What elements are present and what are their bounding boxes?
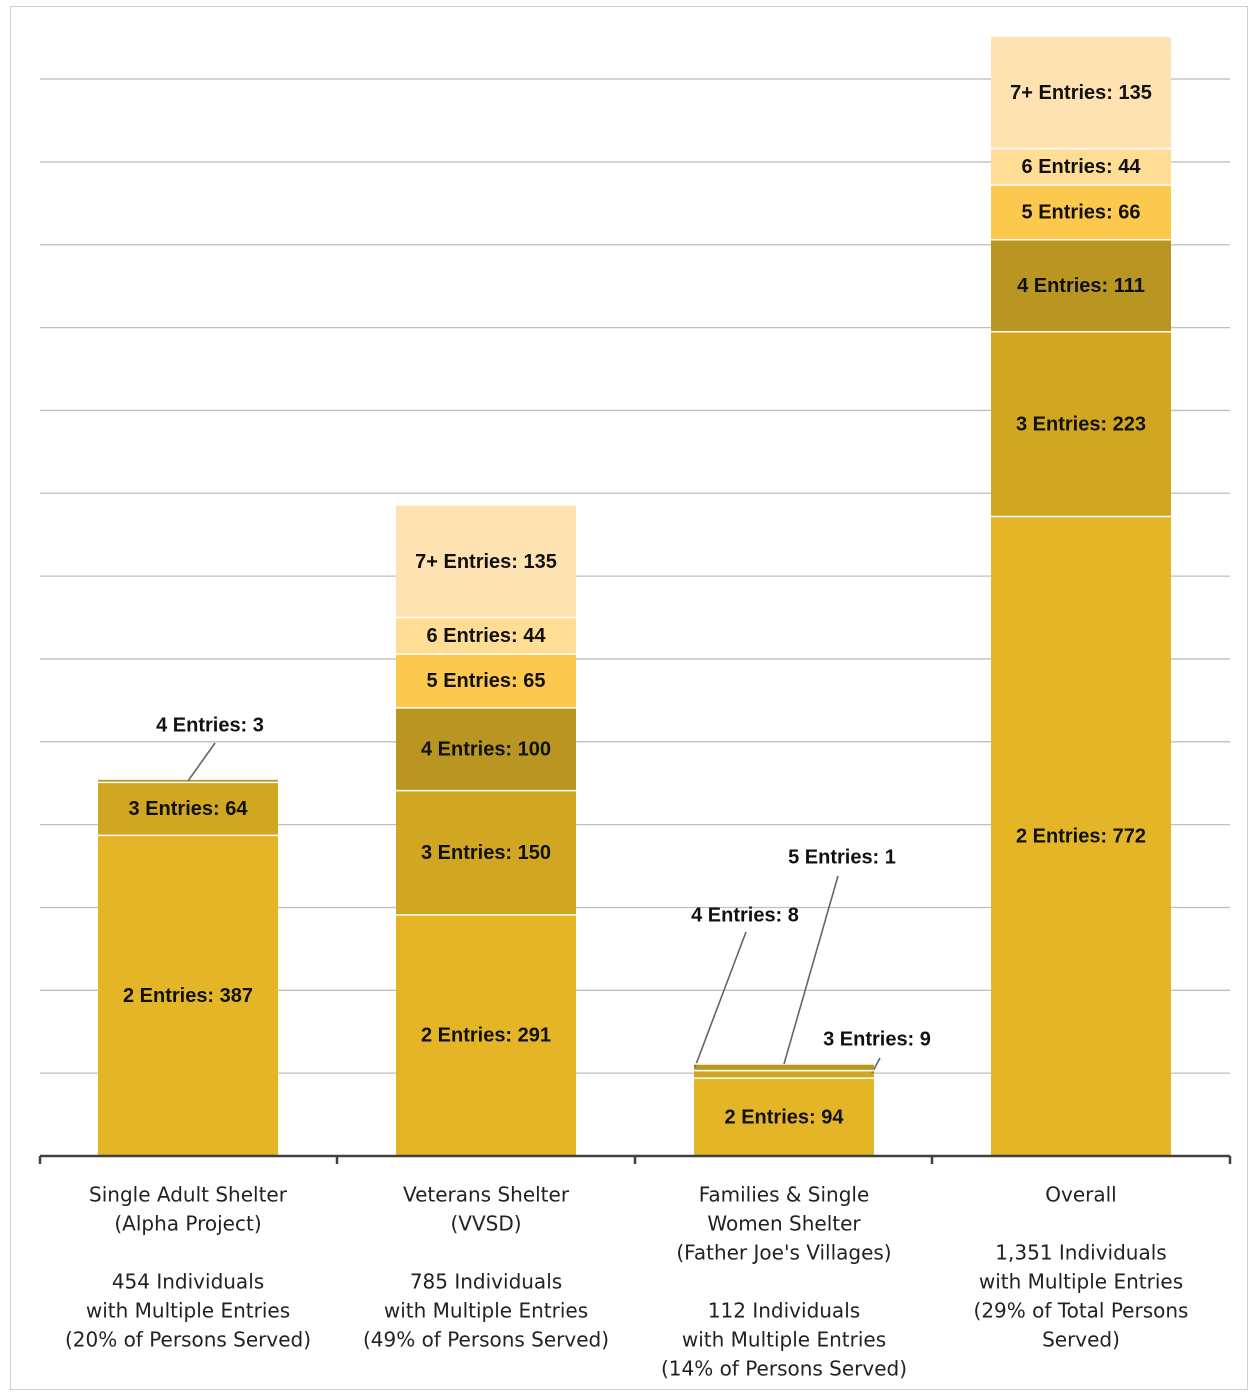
- category-label-line: (Alpha Project): [114, 1212, 261, 1236]
- bar-segment-veterans-shelter-2-entries: [396, 914, 576, 1156]
- data-label: 3 Entries: 64: [129, 798, 249, 820]
- category-label-line: Overall: [1045, 1183, 1116, 1207]
- callout-leader-line: [783, 875, 839, 1065]
- bar-segment-overall-5-entries: [991, 185, 1171, 240]
- category-label-line: Veterans Shelter: [403, 1183, 570, 1207]
- data-label-callout: 4 Entries: 8: [691, 904, 799, 926]
- category-label-line: with Multiple Entries: [979, 1270, 1183, 1294]
- data-label: 2 Entries: 291: [421, 1025, 551, 1047]
- data-label: 2 Entries: 387: [123, 985, 253, 1007]
- data-label: 7+ Entries: 135: [1010, 82, 1152, 104]
- data-label-callout: 4 Entries: 3: [156, 714, 264, 736]
- category-label-line: Served): [1042, 1328, 1120, 1352]
- bar-segment-overall-2-entries: [991, 516, 1171, 1156]
- category-label-line: (20% of Persons Served): [65, 1328, 311, 1352]
- data-label: 3 Entries: 150: [421, 842, 551, 864]
- bar-segment-veterans-shelter-7-entries: [396, 505, 576, 618]
- bar-segment-overall-3-entries: [991, 331, 1171, 517]
- bar-segment-overall-4-entries: [991, 239, 1171, 332]
- category-label-line: Families & Single: [699, 1183, 870, 1207]
- category-label-line: with Multiple Entries: [86, 1299, 290, 1323]
- category-label-line: (VVSD): [450, 1212, 521, 1236]
- data-label: 2 Entries: 94: [725, 1106, 845, 1128]
- bar-segment-veterans-shelter-3-entries: [396, 790, 576, 915]
- category-label-line: (14% of Persons Served): [661, 1357, 907, 1381]
- callout-leader-line: [187, 742, 216, 782]
- data-label: 5 Entries: 66: [1022, 202, 1141, 224]
- bar-segment-veterans-shelter-5-entries: [396, 653, 576, 708]
- category-label-line: 1,351 Individuals: [995, 1241, 1166, 1265]
- category-label-line: (29% of Total Persons: [974, 1299, 1189, 1323]
- category-label-line: 785 Individuals: [410, 1270, 562, 1294]
- category-label-line: (Father Joe's Villages): [676, 1241, 891, 1265]
- callout-leader-line: [694, 931, 747, 1068]
- data-label-callout: 3 Entries: 9: [823, 1028, 931, 1050]
- category-label-line: Women Shelter: [707, 1212, 861, 1236]
- bar-segment-veterans-shelter-4-entries: [396, 707, 576, 791]
- data-label: 2 Entries: 772: [1016, 826, 1146, 848]
- data-label: 6 Entries: 44: [1022, 156, 1142, 178]
- category-label-line: (49% of Persons Served): [363, 1328, 609, 1352]
- category-label-line: 112 Individuals: [708, 1299, 860, 1323]
- bar-segment-overall-6-entries: [991, 148, 1171, 186]
- bar-segment-single-adult-shelter-2-entries: [98, 835, 278, 1156]
- category-label-line: with Multiple Entries: [682, 1328, 886, 1352]
- data-label: 7+ Entries: 135: [415, 551, 557, 573]
- bar-segment-single-adult-shelter-4-entries: [98, 779, 278, 783]
- bar-segment-families-single-women-shelter-3-entries: [694, 1070, 874, 1079]
- category-label-line: with Multiple Entries: [384, 1299, 588, 1323]
- data-label-callout: 5 Entries: 1: [788, 846, 896, 868]
- data-label: 4 Entries: 111: [1017, 275, 1145, 297]
- bar-segment-families-single-women-shelter-4-entries: [694, 1064, 874, 1071]
- data-label: 4 Entries: 100: [421, 739, 551, 761]
- data-label: 6 Entries: 44: [427, 625, 547, 647]
- bar-segment-families-single-women-shelter-2-entries: [694, 1078, 874, 1156]
- data-label: 5 Entries: 65: [427, 670, 546, 692]
- bar-segment-single-adult-shelter-3-entries: [98, 782, 278, 836]
- category-label-line: Single Adult Shelter: [89, 1183, 288, 1207]
- bar-segment-veterans-shelter-6-entries: [396, 617, 576, 654]
- bar-segment-overall-7-entries: [991, 36, 1171, 149]
- category-label-line: 454 Individuals: [112, 1270, 264, 1294]
- data-label: 3 Entries: 223: [1016, 413, 1146, 435]
